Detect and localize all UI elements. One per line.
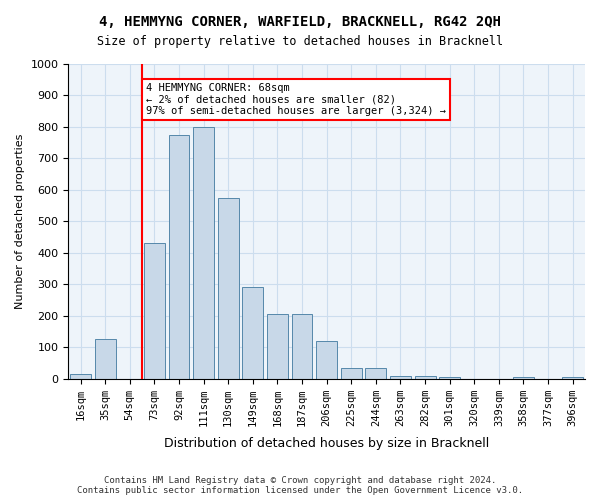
Bar	[439, 377, 460, 378]
Bar	[267, 314, 288, 378]
Bar	[218, 198, 239, 378]
Bar	[292, 314, 313, 378]
Bar	[341, 368, 362, 378]
Bar	[316, 341, 337, 378]
Text: 4, HEMMYNG CORNER, WARFIELD, BRACKNELL, RG42 2QH: 4, HEMMYNG CORNER, WARFIELD, BRACKNELL, …	[99, 15, 501, 29]
Bar	[95, 340, 116, 378]
Bar	[562, 377, 583, 378]
Text: 4 HEMMYNG CORNER: 68sqm
← 2% of detached houses are smaller (82)
97% of semi-det: 4 HEMMYNG CORNER: 68sqm ← 2% of detached…	[146, 83, 446, 116]
Bar	[193, 127, 214, 378]
Bar	[144, 244, 165, 378]
Bar	[242, 288, 263, 378]
Bar	[365, 368, 386, 378]
Text: Size of property relative to detached houses in Bracknell: Size of property relative to detached ho…	[97, 35, 503, 48]
Text: Contains HM Land Registry data © Crown copyright and database right 2024.
Contai: Contains HM Land Registry data © Crown c…	[77, 476, 523, 495]
Bar	[513, 377, 534, 378]
Bar	[70, 374, 91, 378]
Bar	[390, 376, 411, 378]
X-axis label: Distribution of detached houses by size in Bracknell: Distribution of detached houses by size …	[164, 437, 489, 450]
Bar	[169, 135, 190, 378]
Bar	[415, 376, 436, 378]
Y-axis label: Number of detached properties: Number of detached properties	[15, 134, 25, 309]
